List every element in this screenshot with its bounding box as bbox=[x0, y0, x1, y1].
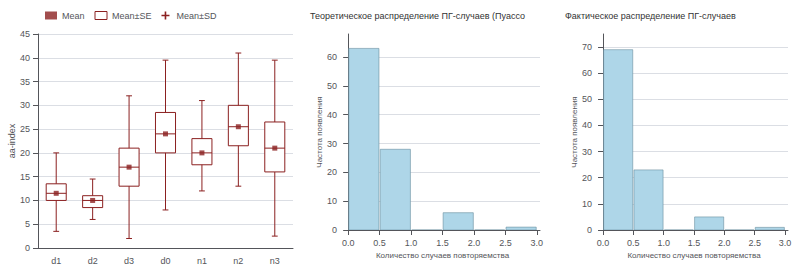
svg-text:50: 50 bbox=[327, 81, 337, 91]
svg-text:Теоретическое распределение ПГ: Теоретическое распределение ПГ-случаев (… bbox=[310, 11, 525, 21]
svg-text:0.5: 0.5 bbox=[627, 238, 640, 248]
svg-text:40: 40 bbox=[327, 110, 337, 120]
svg-text:d0: d0 bbox=[160, 256, 170, 266]
svg-text:2.5: 2.5 bbox=[499, 238, 512, 248]
svg-text:10: 10 bbox=[582, 199, 592, 209]
svg-text:2.0: 2.0 bbox=[468, 238, 481, 248]
svg-text:10: 10 bbox=[327, 196, 337, 206]
svg-text:n1: n1 bbox=[197, 256, 207, 266]
svg-text:d1: d1 bbox=[51, 256, 61, 266]
svg-text:0.0: 0.0 bbox=[597, 238, 610, 248]
svg-text:30: 30 bbox=[327, 139, 337, 149]
svg-text:n3: n3 bbox=[270, 256, 280, 266]
svg-text:20: 20 bbox=[20, 148, 30, 158]
svg-text:60: 60 bbox=[327, 52, 337, 62]
svg-text:30: 30 bbox=[20, 100, 30, 110]
svg-text:50: 50 bbox=[582, 94, 592, 104]
svg-text:Mean: Mean bbox=[62, 11, 85, 21]
svg-text:d3: d3 bbox=[124, 256, 134, 266]
svg-text:1.0: 1.0 bbox=[405, 238, 418, 248]
svg-text:30: 30 bbox=[582, 147, 592, 157]
svg-text:Частота появления: Частота появления bbox=[570, 96, 579, 167]
svg-text:1.5: 1.5 bbox=[436, 238, 449, 248]
svg-text:0.5: 0.5 bbox=[373, 238, 386, 248]
svg-text:40: 40 bbox=[582, 120, 592, 130]
svg-text:Фактическое распределение ПГ-с: Фактическое распределение ПГ-случаев bbox=[565, 11, 736, 21]
svg-text:70: 70 bbox=[582, 42, 592, 52]
svg-text:0.0: 0.0 bbox=[342, 238, 355, 248]
svg-text:Mean±SD: Mean±SD bbox=[176, 11, 216, 21]
svg-text:Количество случаев повторяемст: Количество случаев повторяемства bbox=[627, 251, 761, 260]
svg-text:60: 60 bbox=[582, 68, 592, 78]
svg-text:Количество случаев повторяемст: Количество случаев повторяемства bbox=[376, 251, 510, 260]
svg-text:20: 20 bbox=[582, 173, 592, 183]
svg-text:0: 0 bbox=[587, 225, 592, 235]
svg-text:10: 10 bbox=[20, 195, 30, 205]
svg-text:40: 40 bbox=[20, 53, 30, 63]
svg-text:35: 35 bbox=[20, 77, 30, 87]
svg-text:1.5: 1.5 bbox=[688, 238, 701, 248]
svg-text:0: 0 bbox=[332, 225, 337, 235]
svg-text:2.5: 2.5 bbox=[748, 238, 761, 248]
svg-text:aa-index: aa-index bbox=[7, 123, 17, 158]
svg-text:n2: n2 bbox=[233, 256, 243, 266]
svg-text:20: 20 bbox=[327, 167, 337, 177]
svg-text:Частота появления: Частота появления bbox=[315, 96, 324, 167]
svg-text:25: 25 bbox=[20, 124, 30, 134]
svg-text:15: 15 bbox=[20, 172, 30, 182]
svg-text:3.0: 3.0 bbox=[531, 238, 544, 248]
svg-text:d2: d2 bbox=[88, 256, 98, 266]
svg-text:2.0: 2.0 bbox=[718, 238, 731, 248]
svg-text:3.0: 3.0 bbox=[779, 238, 792, 248]
svg-text:0: 0 bbox=[25, 243, 30, 253]
svg-text:Mean±SE: Mean±SE bbox=[112, 11, 151, 21]
svg-text:1.0: 1.0 bbox=[657, 238, 670, 248]
svg-text:5: 5 bbox=[25, 219, 30, 229]
svg-text:45: 45 bbox=[20, 29, 30, 39]
